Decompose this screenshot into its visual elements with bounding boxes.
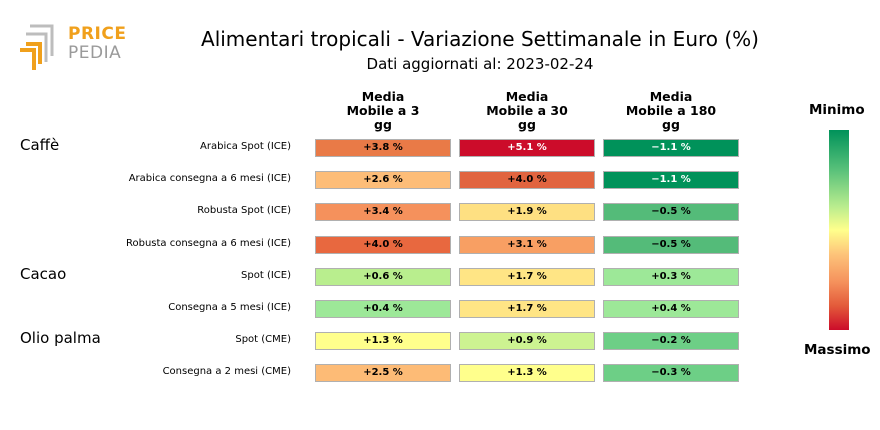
colorbar-top-label: Minimo [809, 102, 865, 118]
column-header-line: Mobile a 180 [625, 103, 717, 118]
heatmap-cell: +1.3 % [315, 332, 451, 351]
logo-word-pedia: PEDIA [68, 43, 122, 63]
row-label: Robusta Spot (ICE) [197, 205, 291, 217]
heatmap-cell: +1.3 % [459, 364, 595, 383]
heatmap-cell: +3.1 % [459, 235, 595, 254]
heatmap-cell: +1.7 % [459, 267, 595, 286]
chart-subtitle: Dati aggiornati al: 2023-02-24 [366, 55, 594, 73]
group-label-0: Caffè [20, 136, 60, 154]
row-label: Consegna a 2 mesi (CME) [162, 366, 291, 378]
group-label-1: Cacao [20, 264, 67, 283]
heatmap-cell: +1.9 % [459, 203, 595, 222]
row-label: Arabica Spot (ICE) [200, 141, 291, 152]
heatmap-cell: −0.5 % [603, 203, 739, 222]
column-header-line: gg [374, 117, 392, 132]
heatmap-cell: +4.0 % [459, 171, 595, 190]
column-header-line: Media [505, 89, 549, 104]
column-header-line: Media [361, 89, 405, 104]
heatmap-cell: −0.3 % [603, 364, 739, 383]
heatmap-cell: +1.7 % [459, 300, 595, 318]
heatmap-cell: +5.1 % [459, 139, 595, 157]
heatmap-cell: −1.1 % [603, 139, 739, 157]
column-header-line: gg [518, 117, 536, 132]
column-header-2: Media Mobile a 180 gg [603, 90, 739, 132]
heatmap-cell: +0.4 % [603, 300, 739, 318]
row-label: Spot (ICE) [241, 269, 291, 281]
heatmap-cell: +0.4 % [315, 300, 451, 318]
group-label-2: Olio palma [20, 329, 101, 348]
chart-title: Alimentari tropicali - Variazione Settim… [201, 27, 759, 51]
heatmap-cell: +2.5 % [315, 364, 451, 383]
heatmap-cell: +0.6 % [315, 267, 451, 286]
column-header-0: Media Mobile a 3 gg [315, 90, 451, 132]
heatmap-cell: +3.4 % [315, 203, 451, 222]
heatmap-cell: +3.8 % [315, 139, 451, 157]
column-header-1: Media Mobile a 30 gg [459, 90, 595, 132]
row-label: Robusta consegna a 6 mesi (ICE) [125, 237, 291, 249]
heatmap-cell: −0.5 % [603, 235, 739, 254]
row-label: Arabica consegna a 6 mesi (ICE) [128, 173, 291, 185]
pricepedia-logo: PRICE PEDIA [18, 24, 128, 74]
heatmap-cell: −1.1 % [603, 171, 739, 190]
heatmap-cell: +0.3 % [603, 267, 739, 286]
colorbar [829, 130, 849, 330]
logo-word-price: PRICE [68, 24, 127, 44]
heatmap-cell: −0.2 % [603, 332, 739, 351]
heatmap-cell: +0.9 % [459, 332, 595, 351]
column-header-line: Mobile a 30 [486, 103, 568, 118]
heatmap-cell: +2.6 % [315, 171, 451, 190]
column-header-line: Mobile a 3 [346, 103, 420, 118]
colorbar-bottom-label: Massimo [804, 342, 871, 358]
heatmap-cell: +4.0 % [315, 235, 451, 254]
column-header-line: gg [662, 117, 680, 132]
logo-mark-icon [20, 24, 54, 70]
row-label: Consegna a 5 mesi (ICE) [168, 302, 291, 313]
column-header-line: Media [649, 89, 693, 104]
row-label: Spot (CME) [235, 334, 291, 346]
